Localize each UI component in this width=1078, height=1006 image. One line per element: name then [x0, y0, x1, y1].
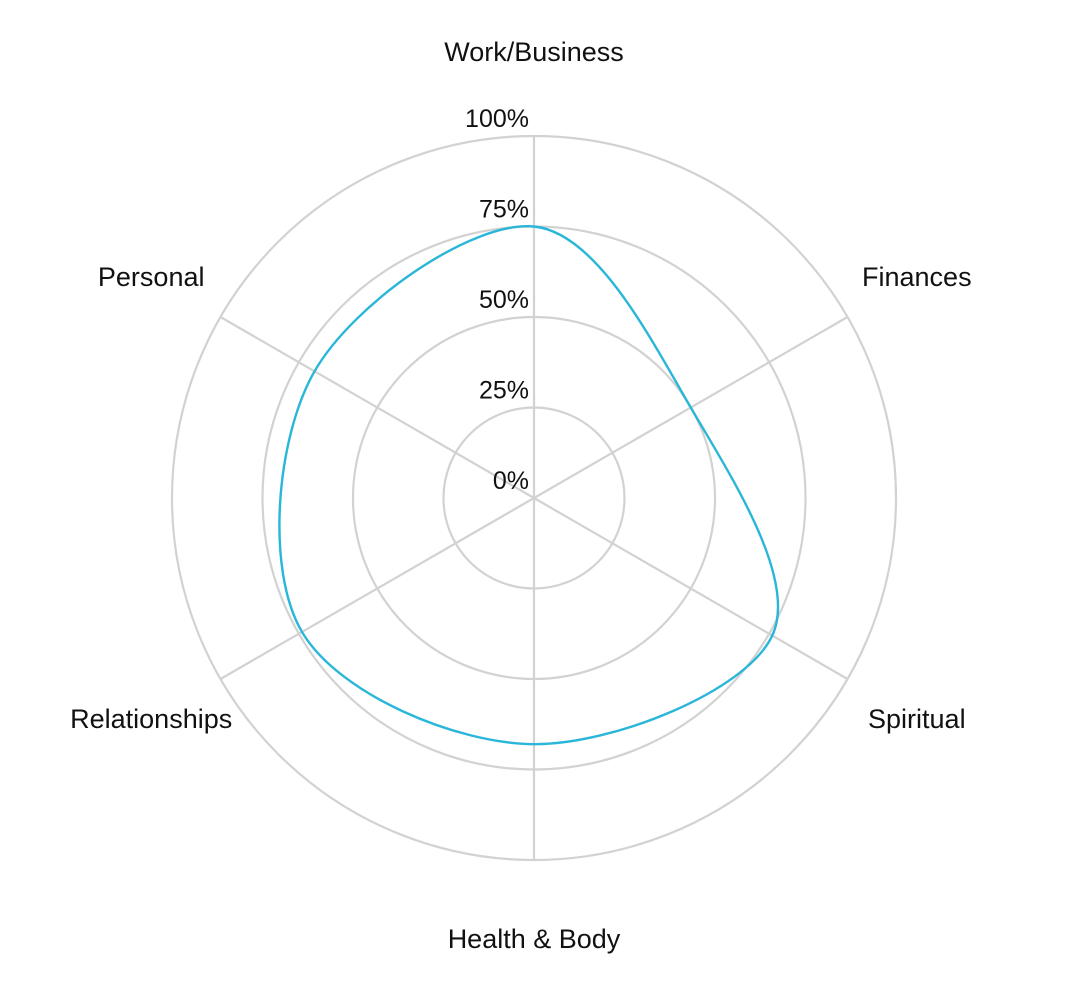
tick-label-25: 25% [479, 377, 529, 405]
category-label-spiritual: Spiritual [868, 704, 966, 734]
tick-label-50: 50% [479, 286, 529, 314]
series-line-0 [278, 225, 780, 746]
category-label-finances: Finances [862, 262, 972, 292]
tick-label-layer: 0% 25% 50% 75% 100% [465, 105, 529, 495]
tick-label-0: 0% [493, 467, 529, 495]
axis-spoke-relationships [219, 497, 535, 680]
category-label-work-business: Work/Business [444, 37, 624, 67]
tick-label-100: 100% [465, 105, 529, 133]
series-layer [278, 225, 780, 746]
category-label-relationships: Relationships [70, 704, 232, 734]
tick-label-75: 75% [479, 196, 529, 224]
axis-spoke-spiritual [533, 497, 849, 680]
category-label-health-body: Health & Body [448, 924, 621, 954]
axis-layer [219, 136, 849, 860]
category-label-personal: Personal [98, 262, 205, 292]
axis-spoke-personal [219, 316, 535, 499]
category-label-layer: Work/Business Finances Spiritual Health & B… [70, 37, 971, 954]
